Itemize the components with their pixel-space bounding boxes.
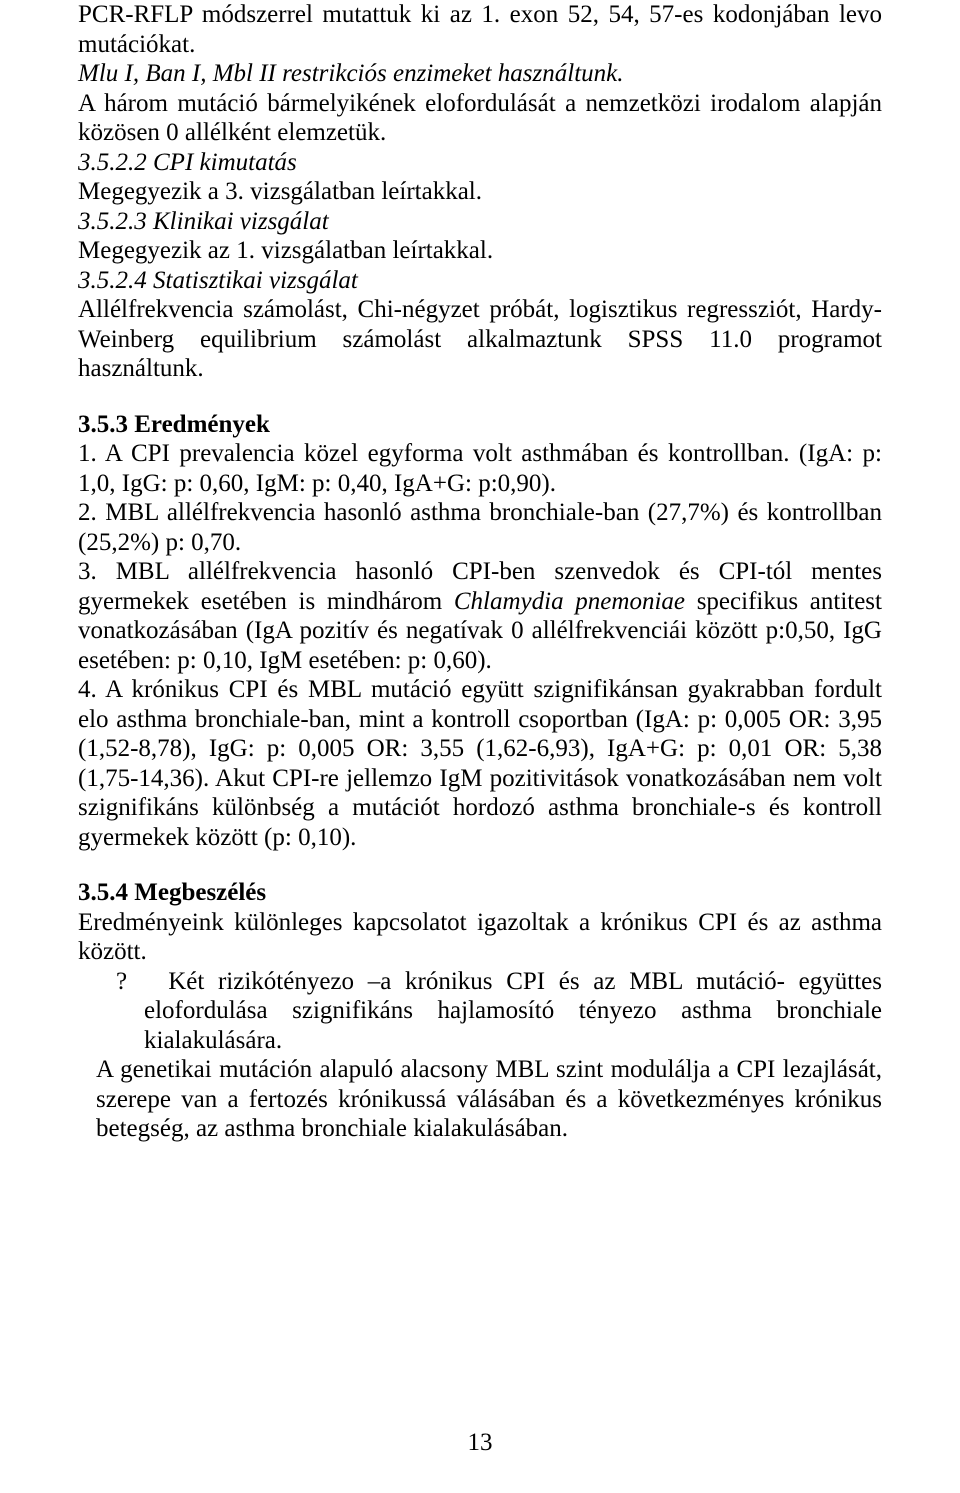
heading-3-5-2-2: 3.5.2.2 CPI kimutatás <box>78 148 882 178</box>
result-item-4: 4. A krónikus CPI és MBL mutáció együtt … <box>78 675 882 852</box>
section-spacer <box>78 384 882 410</box>
page-number: 13 <box>0 1428 960 1458</box>
paragraph-intro-italic: Mlu I, Ban I, Mbl II restrikciós enzimek… <box>78 59 882 89</box>
heading-3-5-4: 3.5.4 Megbeszélés <box>78 878 882 908</box>
paragraph-intro: PCR-RFLP módszerrel mutattuk ki az 1. ex… <box>78 0 882 59</box>
body-text: PCR-RFLP módszerrel mutattuk ki az 1. ex… <box>78 1 882 58</box>
paragraph-3-5-2-4: Allélfrekvencia számolást, Chi-négyzet p… <box>78 295 882 384</box>
species-name: Chlamydia pnemoniae <box>454 588 685 615</box>
discussion-3: A genetikai mutáción alapuló alacsony MB… <box>78 1055 882 1144</box>
paragraph-intro-2: A három mutáció bármelyikének elofordulá… <box>78 89 882 148</box>
result-item-1: 1. A CPI prevalencia közel egyforma volt… <box>78 439 882 498</box>
document-page: PCR-RFLP módszerrel mutattuk ki az 1. ex… <box>0 0 960 1493</box>
heading-3-5-2-4: 3.5.2.4 Statisztikai vizsgálat <box>78 266 882 296</box>
bullet-marker: ? <box>116 968 127 995</box>
heading-3-5-3: 3.5.3 Eredmények <box>78 410 882 440</box>
paragraph-3-5-2-3: Megegyezik az 1. vizsgálatban leírtakkal… <box>78 236 882 266</box>
heading-3-5-2-3: 3.5.2.3 Klinikai vizsgálat <box>78 207 882 237</box>
result-item-2: 2. MBL allélfrekvencia hasonló asthma br… <box>78 498 882 557</box>
body-text: Két rizikótényezo –a krónikus CPI és az … <box>144 968 882 1054</box>
result-item-3: 3. MBL allélfrekvencia hasonló CPI-ben s… <box>78 557 882 675</box>
discussion-1: Eredményeink különleges kapcsolatot igaz… <box>78 908 882 967</box>
paragraph-3-5-2-2: Megegyezik a 3. vizsgálatban leírtakkal. <box>78 177 882 207</box>
section-spacer <box>78 852 882 878</box>
discussion-bullet: ? Két rizikótényezo –a krónikus CPI és a… <box>78 967 882 1056</box>
